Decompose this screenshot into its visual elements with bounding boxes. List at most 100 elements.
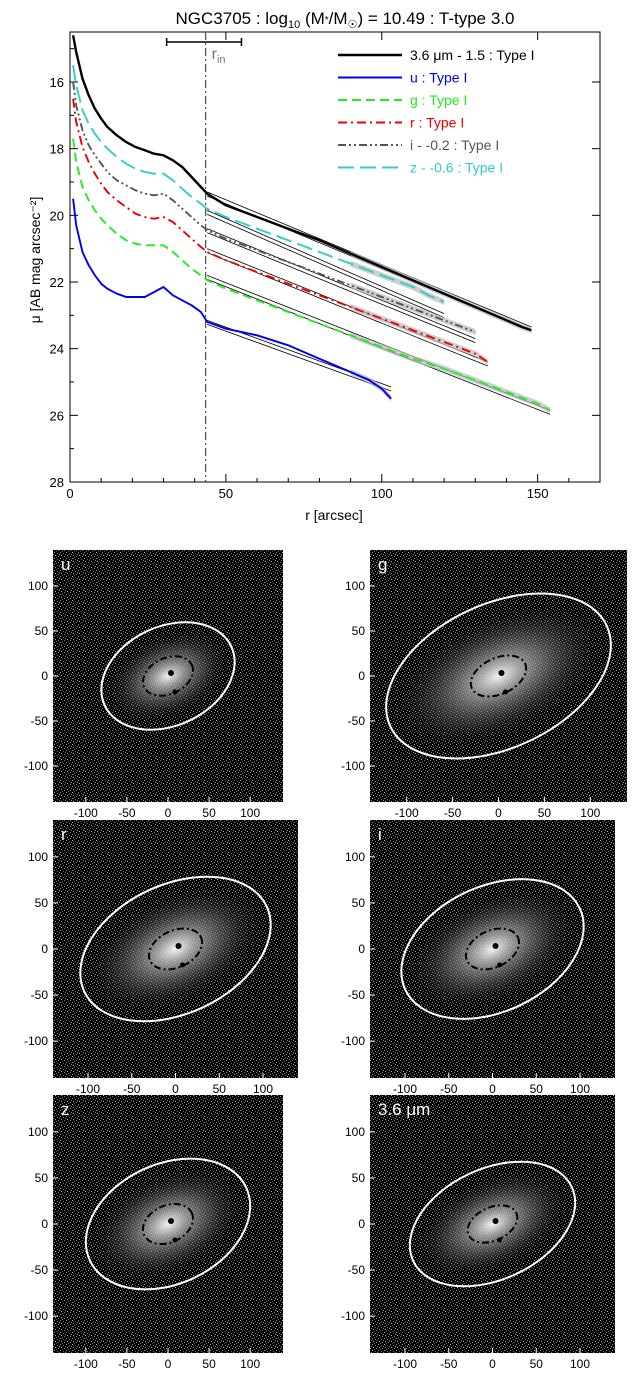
- series-line: [72, 65, 445, 303]
- panel-x-tick-label: -50: [444, 806, 462, 820]
- image-panel: z -100 -50 0 50 100 100 50 0 -50 -100: [24, 1095, 283, 1371]
- panel-x-tick-label: 100: [570, 1082, 590, 1096]
- panel-y-tick-label: 0: [41, 669, 48, 683]
- panel-y-tick-label: 50: [352, 624, 366, 638]
- legend-label: u : Type I: [410, 70, 467, 86]
- panel-x-tick-label: 0: [165, 806, 172, 820]
- panel-y-tick-label: 100: [28, 1125, 48, 1139]
- y-tick-label: 28: [50, 475, 64, 490]
- outer-ellipse: [408, 1160, 577, 1288]
- masked-star: [168, 1218, 174, 1224]
- galaxy-light: [105, 628, 231, 724]
- image-panel: u -100 -50 0 50 100 100 50 0 -50 -100: [24, 550, 283, 820]
- panel-y-tick-label: 100: [28, 579, 48, 593]
- panel-y-tick-label: 50: [352, 896, 366, 910]
- panel-y-tick-label: 50: [35, 624, 49, 638]
- profile-fit-lines: [207, 191, 551, 415]
- legend-label: 3.6 μm - 1.5 : Type I: [410, 47, 535, 63]
- panel-y-tick-label: -100: [24, 1034, 48, 1048]
- series-line: [71, 35, 532, 332]
- panel-y-tick-label: -100: [341, 1034, 365, 1048]
- panel-x-tick-label: 100: [240, 1357, 260, 1371]
- profile-legend: 3.6 μm - 1.5 : Type I u : Type I g : Type …: [338, 47, 535, 176]
- series-line: [72, 198, 392, 400]
- image-panel: r -100 -50 0 50 100 100 50 0 -50 -100: [24, 820, 298, 1096]
- legend-label: g : Type I: [410, 92, 467, 108]
- panel-x-tick-label: -50: [123, 1082, 141, 1096]
- x-tick-label: 0: [66, 486, 73, 501]
- panel-y-tick-label: 100: [345, 579, 365, 593]
- panel-y-tick-label: 0: [41, 1217, 48, 1231]
- panel-x-tick-label: -100: [74, 806, 98, 820]
- masked-star: [492, 1218, 499, 1224]
- panel-y-tick-label: 50: [35, 1171, 49, 1185]
- series-error-band: [350, 304, 488, 365]
- panel-y-tick-label: 0: [41, 942, 48, 956]
- series-line: [72, 98, 489, 363]
- masked-star: [492, 943, 499, 949]
- panel-x-tick-label: 0: [165, 1357, 172, 1371]
- panel-y-tick-label: 50: [35, 896, 49, 910]
- panel-x-tick-label: -100: [393, 1357, 417, 1371]
- fit-line: [207, 228, 476, 340]
- fit-line-outer: [207, 232, 476, 344]
- y-tick-label: 26: [50, 408, 64, 423]
- panel-y-tick-label: 100: [28, 850, 48, 864]
- panel-x-tick-label: -100: [395, 806, 419, 820]
- outer-ellipse: [385, 592, 612, 760]
- fit-line-outer: [207, 323, 392, 392]
- panel-y-tick-label: -100: [24, 1309, 48, 1323]
- masked-star: [180, 962, 185, 968]
- panel-y-tick-label: -50: [348, 988, 366, 1002]
- panel-x-tick-label: 50: [213, 1082, 227, 1096]
- y-tick-label: 22: [50, 275, 64, 290]
- profile-axes: 0 50 100 150 16 18 20 22 24 26 28 rin: [50, 31, 601, 501]
- panel-x-tick-label: -50: [118, 806, 136, 820]
- legend-label: r : Type I: [410, 115, 464, 131]
- legend-label: i - -0.2 : Type I: [410, 137, 499, 153]
- panel-y-tick-label: 100: [345, 1125, 365, 1139]
- masked-star: [172, 1237, 178, 1243]
- panel-y-tick-label: -100: [24, 759, 48, 773]
- panel-y-tick-label: -100: [341, 759, 365, 773]
- image-panel: g -100 -50 0 50 100 100 50 0 -50 -100: [341, 550, 627, 820]
- masked-star: [503, 689, 508, 695]
- masked-star: [175, 943, 182, 949]
- panel-x-tick-label: -50: [118, 1357, 136, 1371]
- panel-y-tick-label: -50: [31, 988, 49, 1002]
- panel-label: i: [378, 825, 382, 844]
- panel-y-tick-label: -50: [31, 1263, 49, 1277]
- panel-x-tick-label: 0: [489, 1357, 496, 1371]
- panel-y-tick-label: -50: [348, 1263, 366, 1277]
- panel-y-tick-label: -50: [31, 714, 49, 728]
- panel-x-tick-label: 100: [580, 806, 600, 820]
- panel-y-tick-label: 0: [358, 669, 365, 683]
- image-panels: u -100 -50 0 50 100 100 50 0 -50 -100 g -100 -50 0 50 10…: [24, 550, 627, 1371]
- y-tick-label: 20: [50, 208, 64, 223]
- fit-line: [207, 209, 445, 315]
- outer-ellipse: [79, 875, 272, 1023]
- series-error-band: [350, 282, 476, 335]
- panel-label: z: [61, 1100, 70, 1119]
- outer-ellipse: [100, 621, 236, 731]
- y-tick-label: 16: [50, 75, 64, 90]
- panel-x-tick-label: 100: [253, 1082, 273, 1096]
- panel-y-tick-label: 0: [358, 1217, 365, 1231]
- panel-x-tick-label: 100: [240, 806, 260, 820]
- series-error-band: [350, 332, 551, 414]
- galaxy-light: [90, 1166, 246, 1282]
- series-line: [72, 138, 551, 412]
- panel-x-tick-label: 50: [530, 1357, 544, 1371]
- panel-y-tick-label: 100: [345, 850, 365, 864]
- masked-star: [497, 1237, 502, 1243]
- panel-x-tick-label: -50: [440, 1082, 458, 1096]
- panel-x-tick-label: 50: [530, 1082, 544, 1096]
- x-tick-label: 150: [527, 486, 549, 501]
- r-in-label: rin: [212, 46, 226, 66]
- panel-x-tick-label: 50: [202, 1357, 216, 1371]
- chart-title: NGC3705 : log10 (M*/M☉) = 10.49 : T-type…: [176, 9, 515, 31]
- panel-x-tick-label: 0: [495, 806, 502, 820]
- masked-star: [497, 962, 502, 968]
